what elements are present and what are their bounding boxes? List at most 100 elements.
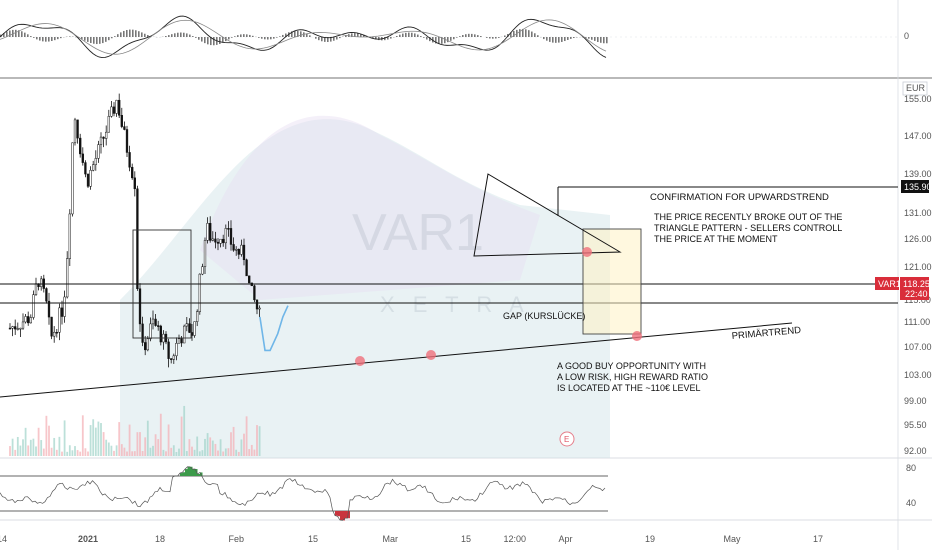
- volume-bar: [16, 436, 19, 456]
- macd-histogram-bar: [573, 37, 575, 39]
- buy-annotation-line1: A GOOD BUY OPPORTUNITY WITH: [557, 361, 706, 371]
- volume-bar: [141, 451, 144, 456]
- candle-body: [216, 241, 220, 244]
- volume-bar: [230, 432, 232, 456]
- macd-histogram-bar: [219, 37, 221, 45]
- symbol-watermark: VAR1: [352, 204, 484, 262]
- volume-bar: [92, 419, 95, 456]
- price-axis-tick: 131.00: [904, 208, 932, 218]
- buy-annotation-line2: A LOW RISK, HIGH REWARD RATIO: [557, 372, 708, 382]
- candle-body: [45, 288, 48, 302]
- time-axis-tick: 17: [813, 534, 823, 544]
- macd-signal-line: [0, 19, 607, 55]
- macd-histogram-bar: [3, 32, 5, 37]
- candle-body: [34, 283, 38, 295]
- volume-bar: [50, 447, 53, 456]
- time-axis-tick: Feb: [229, 534, 245, 544]
- macd-histogram-bar: [468, 33, 470, 37]
- macd-histogram-bar: [117, 34, 119, 37]
- macd-histogram-bar: [102, 37, 104, 44]
- rsi-oversold-fill: [345, 511, 348, 519]
- candle-body: [201, 266, 204, 275]
- candle-body: [40, 278, 43, 287]
- macd-histogram-bar: [201, 37, 203, 42]
- macd-histogram-bar: [429, 37, 431, 42]
- candle-body: [206, 223, 209, 241]
- volume-bar: [172, 445, 175, 456]
- macd-histogram-bar: [594, 37, 596, 41]
- macd-histogram-bar: [297, 30, 299, 37]
- macd-histogram-bar: [57, 37, 59, 40]
- earnings-marker[interactable]: [559, 431, 575, 447]
- time-axis-tick: Apr: [559, 534, 573, 544]
- macd-histogram-bar: [111, 37, 113, 39]
- volume-bar: [183, 405, 186, 456]
- time-axis[interactable]: 14 2021 18 Feb 15 Mar 15 12:00 Apr 19 May 17: [0, 534, 823, 544]
- macd-histogram-bar: [87, 37, 89, 42]
- candle-body: [232, 244, 235, 251]
- candle-body: [149, 323, 152, 340]
- volume-bar: [196, 436, 199, 456]
- macd-histogram-bar: [285, 33, 287, 37]
- candle-body: [94, 158, 97, 165]
- candle-body: [198, 273, 201, 312]
- macd-histogram-bar: [180, 32, 182, 37]
- macd-histogram-bar: [231, 37, 233, 38]
- macd-histogram-bar: [600, 37, 602, 43]
- volume-bar: [157, 439, 160, 456]
- volume-bar: [245, 416, 248, 456]
- volume-bar: [126, 451, 128, 456]
- price-axis-tick: 107.00: [904, 342, 932, 352]
- macd-histogram-bar: [144, 33, 146, 37]
- volume-bar: [165, 451, 167, 456]
- macd-histogram-bar: [438, 37, 440, 44]
- candle-body: [258, 307, 261, 310]
- macd-histogram-bar: [498, 37, 500, 38]
- macd-histogram-bar: [48, 37, 50, 42]
- candle-body: [50, 316, 53, 337]
- macd-histogram-bar: [351, 33, 353, 37]
- volume-bar: [76, 450, 79, 456]
- macd-histogram-bar: [570, 37, 572, 39]
- candle-body: [29, 317, 32, 324]
- time-axis-tick: 18: [155, 534, 165, 544]
- volume-bar: [94, 427, 97, 456]
- volume-bar: [22, 439, 24, 456]
- volume-bar: [79, 451, 82, 456]
- volume-bar: [81, 415, 84, 456]
- macd-histogram-bar: [24, 32, 26, 37]
- volume-bar: [253, 449, 256, 456]
- volume-bar: [224, 448, 227, 456]
- macd-histogram-bar: [423, 37, 425, 38]
- breakout-marker: [582, 247, 592, 257]
- macd-histogram-bar: [192, 36, 194, 37]
- profile-shading-purple: [200, 115, 540, 300]
- volume-bar: [149, 447, 152, 456]
- candle-body: [154, 318, 157, 326]
- macd-histogram-bar: [528, 30, 530, 37]
- rsi-axis-80: 80: [906, 463, 916, 473]
- candle-body: [219, 238, 222, 244]
- candles: [8, 93, 261, 368]
- candle-body: [138, 288, 142, 325]
- macd-histogram-bar: [123, 30, 125, 37]
- macd-histogram-bar: [108, 37, 110, 41]
- time-axis-tick: May: [724, 534, 742, 544]
- macd-histogram-bar: [525, 29, 527, 37]
- macd-histogram-bar: [414, 33, 416, 37]
- candle-body: [253, 285, 256, 301]
- volume-bar: [63, 420, 66, 456]
- macd-histogram-bar: [30, 36, 32, 37]
- candle-body: [14, 326, 17, 330]
- macd-histogram-bar: [135, 30, 137, 37]
- volume-bar: [170, 447, 173, 456]
- macd-histogram-bar: [420, 36, 422, 37]
- candle-body: [97, 144, 100, 159]
- price-axis[interactable]: 155.00147.00139.00131.00126.00121.00115.…: [904, 94, 932, 456]
- support-marker: [426, 350, 436, 360]
- candle-body: [203, 240, 207, 267]
- volume-bar: [214, 443, 217, 456]
- macd-histogram-bar: [132, 29, 134, 37]
- macd-histogram-bar: [261, 37, 263, 39]
